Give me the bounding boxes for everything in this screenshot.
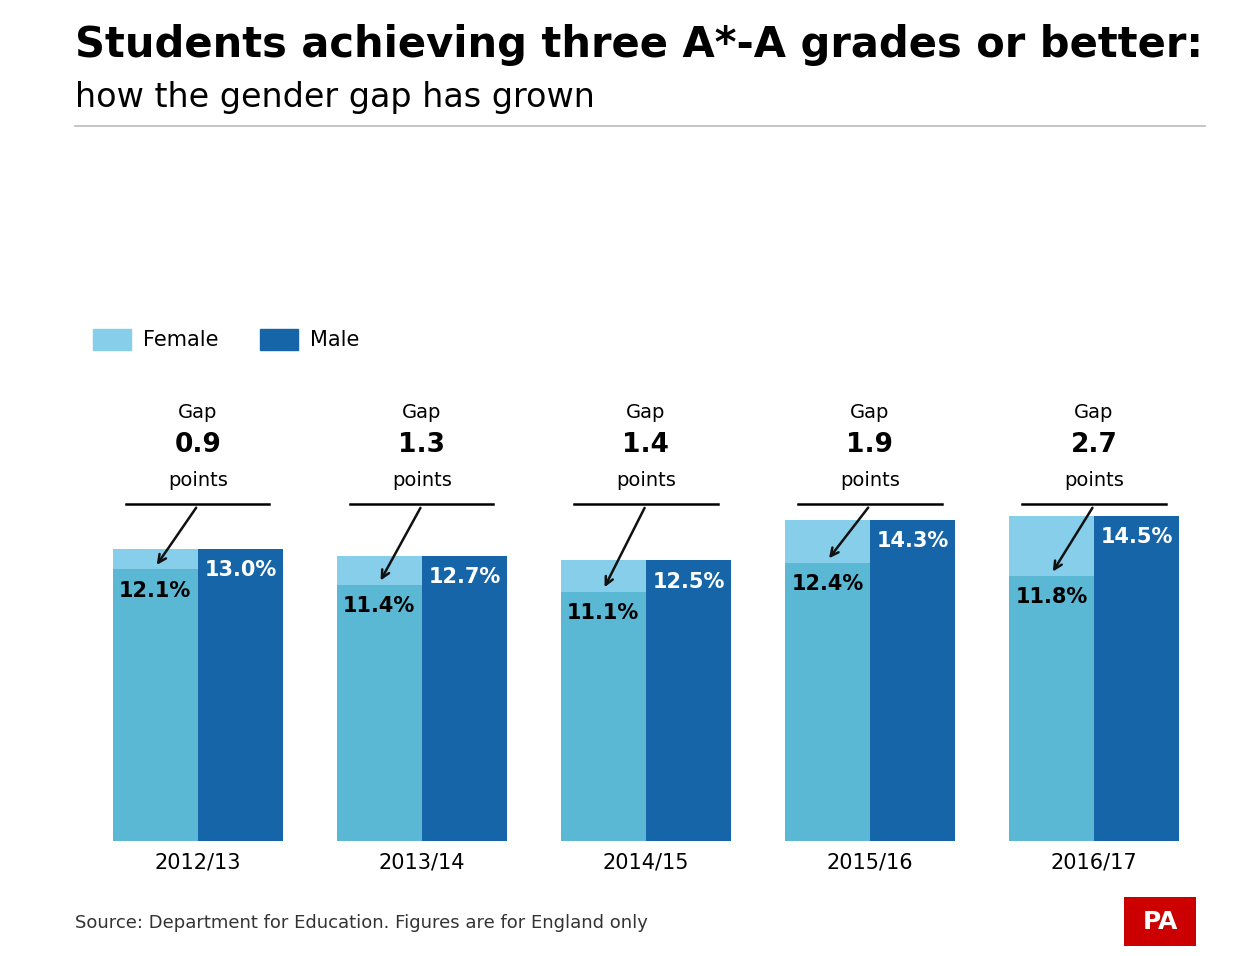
Text: PA: PA [1143, 909, 1177, 934]
Bar [869, 520, 955, 841]
Text: 12.4%: 12.4% [791, 574, 863, 594]
Text: 11.4%: 11.4% [343, 597, 415, 617]
Text: points: points [392, 470, 452, 489]
Text: Gap: Gap [402, 403, 441, 423]
Text: 12.1%: 12.1% [119, 580, 191, 600]
Text: 14.3%: 14.3% [877, 532, 949, 552]
Bar [113, 549, 197, 570]
Text: points: points [168, 470, 227, 489]
Text: 12.7%: 12.7% [428, 567, 501, 587]
Bar [560, 560, 646, 592]
Bar [646, 560, 732, 841]
Text: Students achieving three A*-A grades or better:: Students achieving three A*-A grades or … [75, 24, 1202, 66]
Bar [197, 549, 283, 841]
Text: Gap: Gap [626, 403, 666, 423]
Text: Gap: Gap [1074, 403, 1114, 423]
Text: 11.8%: 11.8% [1015, 587, 1088, 607]
Text: Gap: Gap [178, 403, 217, 423]
Text: 11.1%: 11.1% [568, 603, 640, 623]
Legend: Female, Male: Female, Male [84, 320, 368, 358]
Bar [1009, 576, 1094, 841]
Text: 12.5%: 12.5% [652, 572, 724, 592]
Text: how the gender gap has grown: how the gender gap has grown [75, 81, 595, 115]
Bar [113, 570, 197, 841]
Text: 1.3: 1.3 [399, 432, 446, 458]
Bar [422, 556, 507, 841]
Text: points: points [840, 470, 899, 489]
Bar [785, 520, 869, 563]
Bar [337, 585, 422, 841]
Text: 13.0%: 13.0% [204, 560, 277, 580]
Text: 2.7: 2.7 [1071, 432, 1118, 458]
Text: Gap: Gap [851, 403, 889, 423]
Text: 1.4: 1.4 [622, 432, 669, 458]
Bar [1094, 515, 1179, 841]
Bar [337, 556, 422, 585]
Text: points: points [616, 470, 676, 489]
Text: 14.5%: 14.5% [1100, 527, 1172, 547]
Text: 1.9: 1.9 [846, 432, 893, 458]
Bar [785, 563, 869, 841]
Bar [1009, 515, 1094, 576]
Text: 0.9: 0.9 [174, 432, 221, 458]
Bar [560, 592, 646, 841]
Text: points: points [1064, 470, 1124, 489]
Text: Source: Department for Education. Figures are for England only: Source: Department for Education. Figure… [75, 914, 647, 932]
